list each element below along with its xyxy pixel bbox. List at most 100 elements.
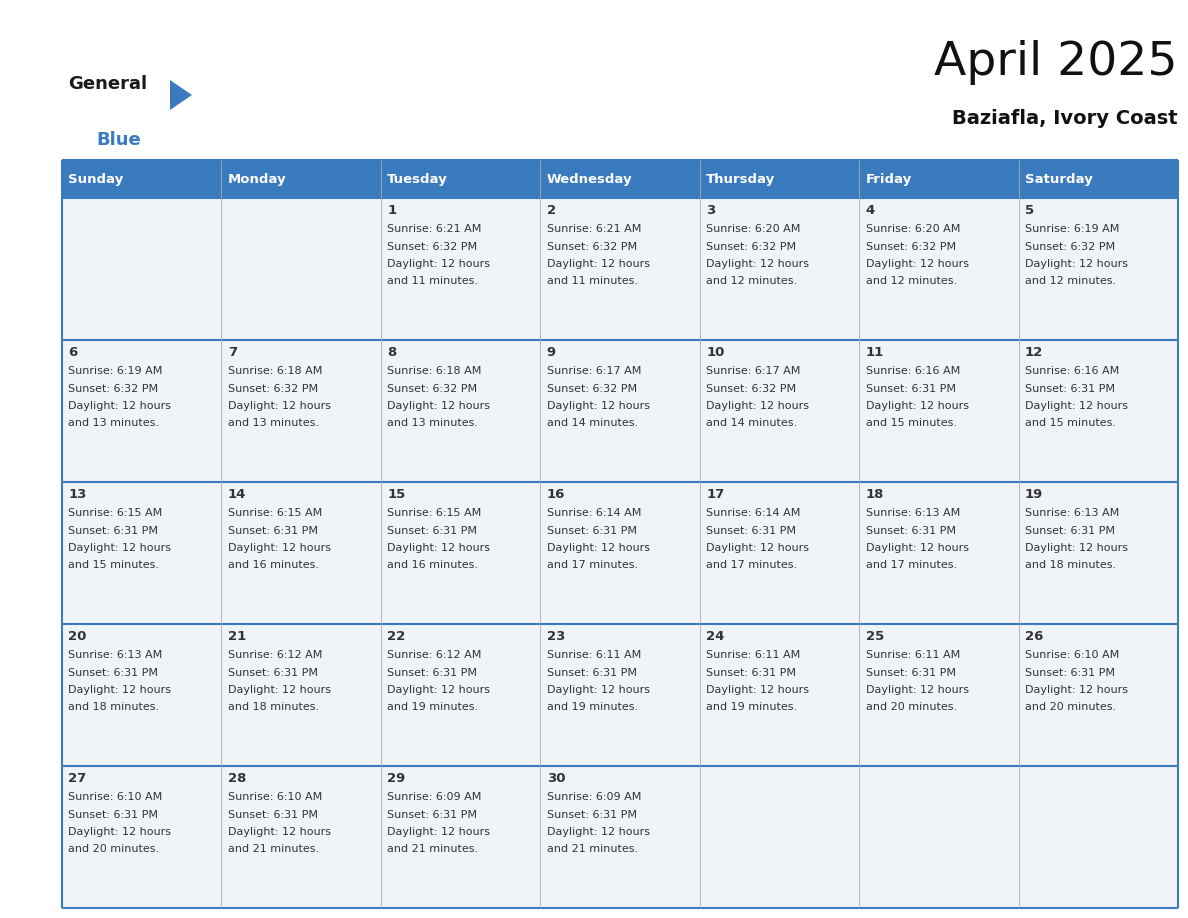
Text: and 16 minutes.: and 16 minutes.	[228, 561, 318, 570]
Text: Daylight: 12 hours: Daylight: 12 hours	[69, 543, 171, 553]
Text: Sunrise: 6:09 AM: Sunrise: 6:09 AM	[387, 792, 481, 802]
Bar	[859, 160, 1018, 198]
Text: Daylight: 12 hours: Daylight: 12 hours	[866, 685, 968, 695]
Text: and 17 minutes.: and 17 minutes.	[706, 561, 797, 570]
Text: Sunset: 6:32 PM: Sunset: 6:32 PM	[387, 384, 478, 394]
Text: Monday: Monday	[228, 173, 286, 185]
Text: Daylight: 12 hours: Daylight: 12 hours	[69, 827, 171, 837]
Text: 22: 22	[387, 630, 405, 643]
Text: Sunrise: 6:11 AM: Sunrise: 6:11 AM	[546, 650, 640, 660]
Text: 14: 14	[228, 488, 246, 501]
Text: April 2025: April 2025	[935, 40, 1178, 85]
Text: Daylight: 12 hours: Daylight: 12 hours	[387, 401, 491, 411]
Text: Daylight: 12 hours: Daylight: 12 hours	[1025, 685, 1127, 695]
Text: 23: 23	[546, 630, 565, 643]
Text: Daylight: 12 hours: Daylight: 12 hours	[1025, 259, 1127, 269]
Text: Baziafla, Ivory Coast: Baziafla, Ivory Coast	[953, 108, 1178, 128]
Text: General: General	[68, 75, 147, 93]
Text: Sunset: 6:31 PM: Sunset: 6:31 PM	[706, 667, 796, 677]
Text: Sunrise: 6:16 AM: Sunrise: 6:16 AM	[1025, 366, 1119, 376]
Bar	[541, 160, 700, 198]
Bar	[62, 624, 1178, 766]
Text: Saturday: Saturday	[1025, 173, 1093, 185]
Text: Sunset: 6:31 PM: Sunset: 6:31 PM	[1025, 525, 1116, 535]
Text: Daylight: 12 hours: Daylight: 12 hours	[69, 685, 171, 695]
Text: Sunset: 6:31 PM: Sunset: 6:31 PM	[69, 667, 158, 677]
Text: and 15 minutes.: and 15 minutes.	[1025, 419, 1116, 429]
Text: Sunrise: 6:13 AM: Sunrise: 6:13 AM	[1025, 508, 1119, 518]
Text: Sunrise: 6:11 AM: Sunrise: 6:11 AM	[866, 650, 960, 660]
Text: Sunset: 6:31 PM: Sunset: 6:31 PM	[387, 667, 478, 677]
Text: Sunset: 6:31 PM: Sunset: 6:31 PM	[228, 525, 318, 535]
Text: 20: 20	[69, 630, 87, 643]
Text: and 21 minutes.: and 21 minutes.	[546, 845, 638, 855]
Text: Sunrise: 6:17 AM: Sunrise: 6:17 AM	[706, 366, 801, 376]
Text: Thursday: Thursday	[706, 173, 776, 185]
Text: Daylight: 12 hours: Daylight: 12 hours	[69, 401, 171, 411]
Text: Daylight: 12 hours: Daylight: 12 hours	[387, 543, 491, 553]
Text: Sunrise: 6:13 AM: Sunrise: 6:13 AM	[866, 508, 960, 518]
Text: 19: 19	[1025, 488, 1043, 501]
Text: and 17 minutes.: and 17 minutes.	[866, 561, 956, 570]
Text: 26: 26	[1025, 630, 1043, 643]
Bar	[1018, 160, 1178, 198]
Text: Daylight: 12 hours: Daylight: 12 hours	[546, 827, 650, 837]
Text: Sunrise: 6:10 AM: Sunrise: 6:10 AM	[69, 792, 163, 802]
Text: Sunrise: 6:15 AM: Sunrise: 6:15 AM	[69, 508, 163, 518]
Text: Daylight: 12 hours: Daylight: 12 hours	[387, 685, 491, 695]
Text: Sunday: Sunday	[69, 173, 124, 185]
Text: 5: 5	[1025, 204, 1034, 217]
Text: and 12 minutes.: and 12 minutes.	[866, 276, 956, 286]
Text: Sunrise: 6:10 AM: Sunrise: 6:10 AM	[228, 792, 322, 802]
Text: Daylight: 12 hours: Daylight: 12 hours	[546, 259, 650, 269]
Text: Sunrise: 6:17 AM: Sunrise: 6:17 AM	[546, 366, 642, 376]
Text: Daylight: 12 hours: Daylight: 12 hours	[228, 543, 330, 553]
Text: and 15 minutes.: and 15 minutes.	[69, 561, 159, 570]
Text: 11: 11	[866, 346, 884, 359]
Text: and 18 minutes.: and 18 minutes.	[1025, 561, 1116, 570]
Text: and 11 minutes.: and 11 minutes.	[387, 276, 479, 286]
Text: Daylight: 12 hours: Daylight: 12 hours	[866, 259, 968, 269]
Text: Sunset: 6:31 PM: Sunset: 6:31 PM	[706, 525, 796, 535]
Text: Sunrise: 6:18 AM: Sunrise: 6:18 AM	[387, 366, 481, 376]
Text: Sunset: 6:31 PM: Sunset: 6:31 PM	[69, 525, 158, 535]
Text: 28: 28	[228, 772, 246, 785]
Text: 7: 7	[228, 346, 236, 359]
Text: Sunrise: 6:19 AM: Sunrise: 6:19 AM	[1025, 224, 1119, 234]
Text: Sunset: 6:31 PM: Sunset: 6:31 PM	[546, 525, 637, 535]
Text: and 12 minutes.: and 12 minutes.	[1025, 276, 1116, 286]
Bar	[700, 160, 859, 198]
Text: 30: 30	[546, 772, 565, 785]
Text: Sunset: 6:31 PM: Sunset: 6:31 PM	[228, 667, 318, 677]
Text: and 17 minutes.: and 17 minutes.	[546, 561, 638, 570]
Bar	[62, 766, 1178, 908]
Text: 29: 29	[387, 772, 405, 785]
Text: Daylight: 12 hours: Daylight: 12 hours	[546, 401, 650, 411]
Text: 13: 13	[69, 488, 87, 501]
Text: Daylight: 12 hours: Daylight: 12 hours	[387, 827, 491, 837]
Text: Sunrise: 6:21 AM: Sunrise: 6:21 AM	[546, 224, 642, 234]
Text: and 14 minutes.: and 14 minutes.	[706, 419, 797, 429]
Text: and 21 minutes.: and 21 minutes.	[387, 845, 479, 855]
Text: Sunrise: 6:16 AM: Sunrise: 6:16 AM	[866, 366, 960, 376]
Text: 6: 6	[69, 346, 77, 359]
Text: Daylight: 12 hours: Daylight: 12 hours	[706, 401, 809, 411]
Text: Daylight: 12 hours: Daylight: 12 hours	[1025, 543, 1127, 553]
Text: and 13 minutes.: and 13 minutes.	[228, 419, 318, 429]
Text: Sunrise: 6:13 AM: Sunrise: 6:13 AM	[69, 650, 163, 660]
Bar	[62, 198, 1178, 340]
Text: Sunset: 6:31 PM: Sunset: 6:31 PM	[866, 525, 955, 535]
Text: Sunset: 6:32 PM: Sunset: 6:32 PM	[228, 384, 318, 394]
Text: Sunrise: 6:15 AM: Sunrise: 6:15 AM	[387, 508, 481, 518]
Text: Daylight: 12 hours: Daylight: 12 hours	[706, 259, 809, 269]
Text: Daylight: 12 hours: Daylight: 12 hours	[228, 827, 330, 837]
Bar	[221, 160, 381, 198]
Text: 18: 18	[866, 488, 884, 501]
Text: and 15 minutes.: and 15 minutes.	[866, 419, 956, 429]
Text: and 16 minutes.: and 16 minutes.	[387, 561, 479, 570]
Text: Sunset: 6:31 PM: Sunset: 6:31 PM	[387, 810, 478, 820]
Text: Daylight: 12 hours: Daylight: 12 hours	[1025, 401, 1127, 411]
Text: and 21 minutes.: and 21 minutes.	[228, 845, 318, 855]
Text: Daylight: 12 hours: Daylight: 12 hours	[866, 543, 968, 553]
Text: Sunrise: 6:10 AM: Sunrise: 6:10 AM	[1025, 650, 1119, 660]
